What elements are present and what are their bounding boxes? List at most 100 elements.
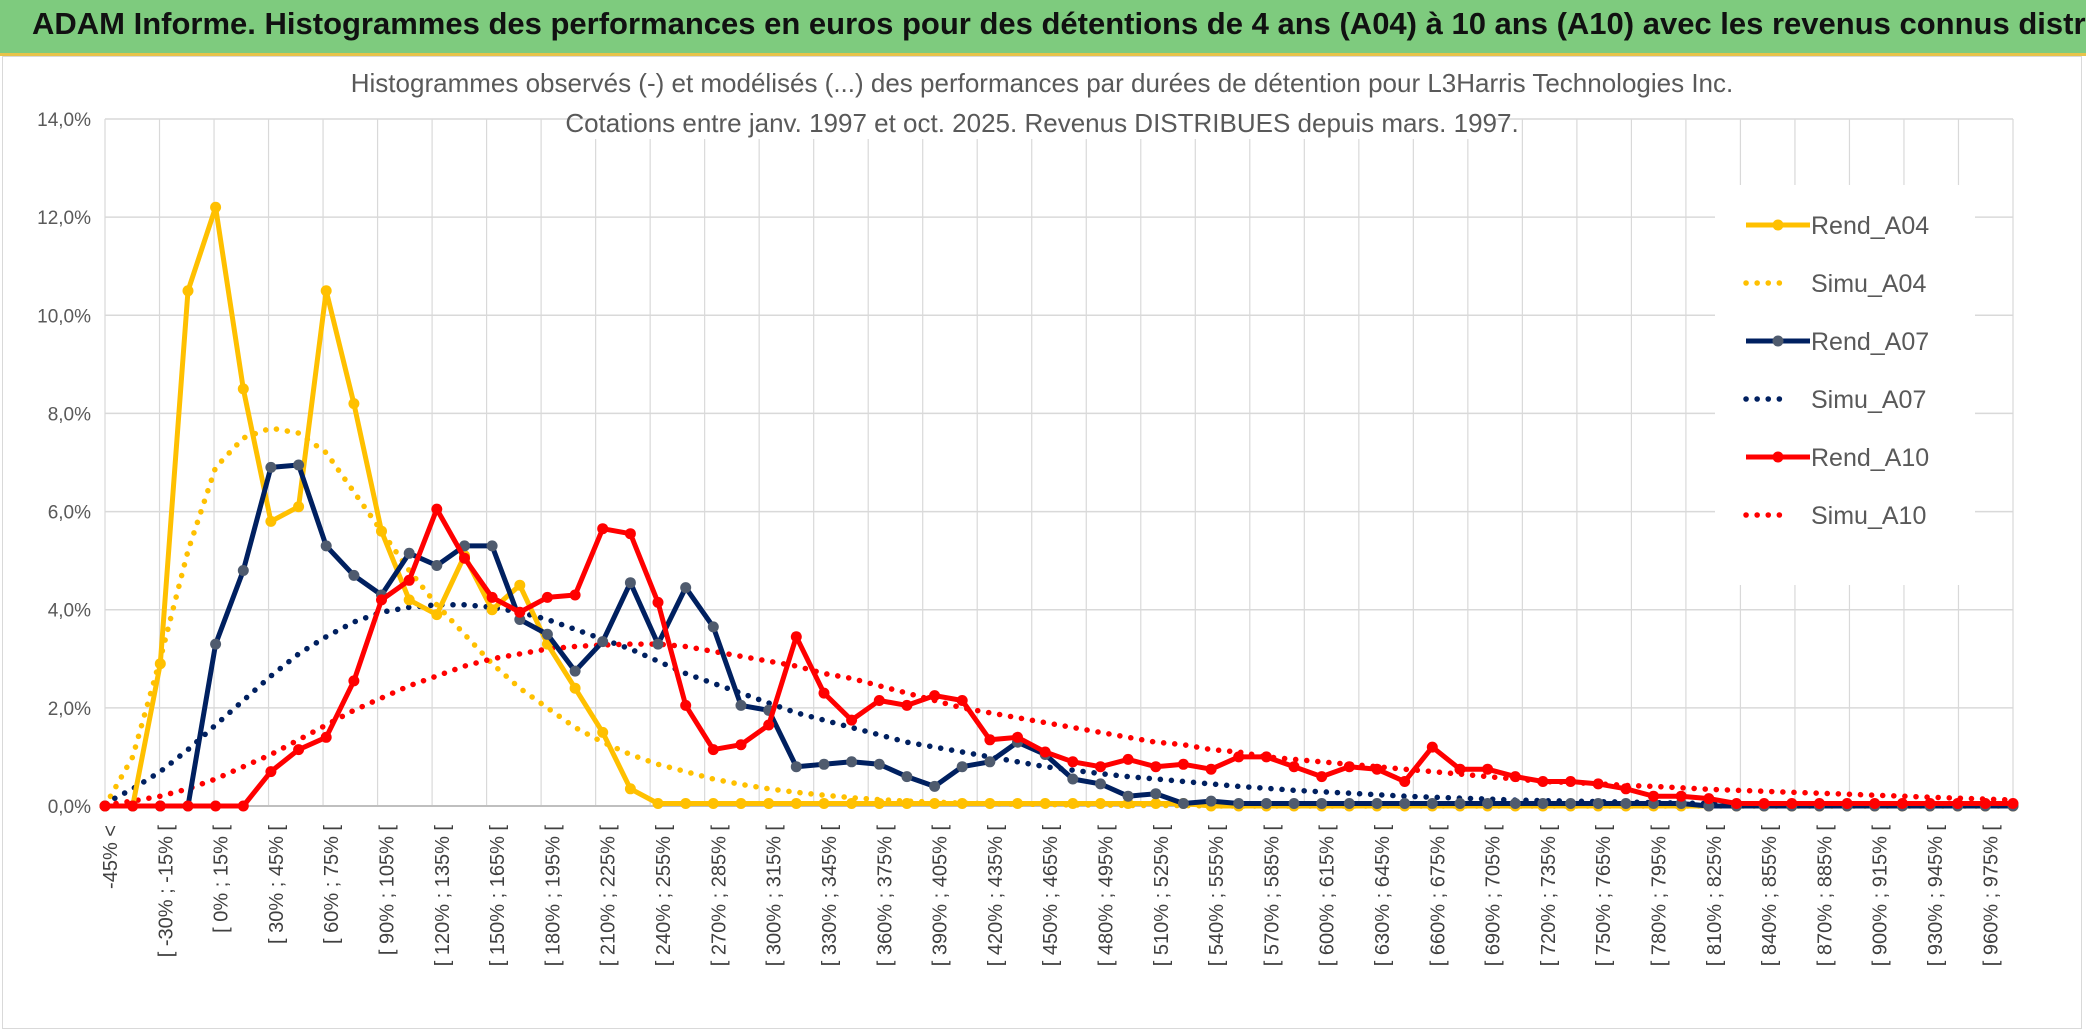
data-point-rend-a07 bbox=[1316, 798, 1328, 809]
data-point-rend-a10 bbox=[1565, 776, 1577, 787]
data-point-rend-a10 bbox=[376, 594, 387, 606]
x-tick-label: [ 870% ; 885% [ bbox=[1814, 825, 1836, 967]
y-tick-label: 8,0% bbox=[48, 404, 91, 425]
x-axis: -45% < [ -30% ; -15% [[ 0% ; 15% [[ 30% ;… bbox=[100, 825, 2002, 967]
data-point-rend-a07 bbox=[597, 636, 609, 648]
x-tick-label: [ 660% ; 675% [ bbox=[1427, 825, 1449, 967]
x-tick-label: [ 450% ; 465% [ bbox=[1040, 825, 1062, 967]
x-tick-label: [ 480% ; 495% [ bbox=[1095, 825, 1117, 967]
data-point-rend-a07 bbox=[1509, 798, 1521, 809]
data-point-rend-a07 bbox=[265, 461, 277, 473]
x-tick-label: [ 810% ; 825% [ bbox=[1704, 825, 1726, 967]
data-point-rend-a10 bbox=[1343, 761, 1355, 773]
y-tick-label: 0,0% bbox=[48, 797, 91, 818]
y-tick-label: 2,0% bbox=[48, 699, 91, 720]
data-point-rend-a10 bbox=[680, 699, 692, 711]
report-title: ADAM Informe. Histogrammes des performan… bbox=[32, 6, 2086, 41]
data-point-rend-a10 bbox=[1896, 798, 1908, 809]
x-tick-label: [ -30% ; -15% [ bbox=[155, 825, 177, 958]
data-point-rend-a04 bbox=[210, 201, 222, 213]
legend-label-simu-a10: Simu_A10 bbox=[1811, 502, 1926, 530]
data-point-rend-a10 bbox=[293, 744, 305, 756]
data-point-rend-a07 bbox=[984, 756, 996, 768]
data-point-rend-a07 bbox=[293, 459, 305, 471]
y-tick-label: 4,0% bbox=[48, 601, 91, 622]
data-point-rend-a07 bbox=[1399, 798, 1411, 809]
data-point-rend-a04 bbox=[514, 579, 526, 591]
x-tick-label: [ 840% ; 855% [ bbox=[1759, 825, 1781, 967]
data-point-rend-a10 bbox=[1012, 731, 1023, 743]
data-point-rend-a04 bbox=[652, 798, 664, 809]
x-tick-label: [ 240% ; 255% [ bbox=[653, 825, 675, 967]
data-point-rend-a07 bbox=[1177, 798, 1189, 809]
data-point-rend-a10 bbox=[1039, 746, 1051, 758]
legend-label-rend-a04: Rend_A04 bbox=[1811, 212, 1929, 240]
data-point-rend-a04 bbox=[1067, 798, 1079, 809]
data-point-rend-a07 bbox=[1454, 798, 1466, 809]
data-point-rend-a07 bbox=[486, 540, 498, 552]
data-point-rend-a10 bbox=[1648, 790, 1659, 802]
data-point-rend-a04 bbox=[790, 798, 802, 809]
data-point-rend-a07 bbox=[1592, 798, 1604, 809]
x-tick-label: [ 540% ; 555% [ bbox=[1206, 825, 1228, 967]
x-tick-label: [ 300% ; 315% [ bbox=[764, 825, 786, 967]
data-point-rend-a10 bbox=[1177, 758, 1189, 770]
y-tick-label: 6,0% bbox=[48, 503, 91, 524]
data-point-rend-a10 bbox=[1482, 763, 1494, 775]
x-tick-label: [ 750% ; 765% [ bbox=[1593, 825, 1615, 967]
data-point-rend-a07 bbox=[1482, 798, 1494, 809]
histogram-chart: 0,0% 2,0% 4,0% 6,0% 8,0% 10,0% 12,0% 14,0% -45%… bbox=[37, 61, 2019, 967]
x-tick-label: [ 630% ; 645% [ bbox=[1372, 825, 1394, 967]
series-line-simu-a04 bbox=[102, 425, 2016, 809]
x-tick-label: [ 360% ; 375% [ bbox=[874, 825, 896, 967]
data-point-rend-a04 bbox=[1095, 798, 1106, 809]
x-tick-label: [ 390% ; 405% [ bbox=[930, 825, 952, 967]
data-point-rend-a07 bbox=[624, 577, 636, 589]
data-point-rend-a10 bbox=[320, 731, 332, 743]
data-point-rend-a10 bbox=[846, 714, 858, 726]
data-point-rend-a10 bbox=[1122, 753, 1134, 765]
data-point-rend-a04 bbox=[431, 609, 443, 621]
data-point-rend-a07 bbox=[1067, 773, 1079, 785]
legend-label-simu-a07: Simu_A07 bbox=[1811, 386, 1926, 414]
data-point-rend-a10 bbox=[763, 719, 775, 731]
data-point-rend-a10 bbox=[403, 574, 415, 586]
legend-label-rend-a10: Rend_A10 bbox=[1811, 444, 1929, 472]
data-point-rend-a10 bbox=[1150, 761, 1162, 773]
data-point-rend-a07 bbox=[846, 756, 858, 768]
x-tick-label: [ 960% ; 975% [ bbox=[1980, 825, 2002, 967]
x-tick-label: [ 270% ; 285% [ bbox=[708, 825, 730, 967]
data-point-rend-a10 bbox=[1316, 771, 1328, 783]
data-point-rend-a07 bbox=[680, 582, 692, 594]
series-line-simu-a07 bbox=[102, 602, 2016, 809]
data-point-rend-a10 bbox=[1454, 763, 1466, 775]
chart-title-block: Histogrammes observés (-) et modélisés (… bbox=[351, 61, 1733, 139]
data-point-rend-a04 bbox=[956, 798, 968, 809]
data-point-rend-a04 bbox=[984, 798, 996, 809]
data-point-rend-a07 bbox=[1095, 778, 1106, 790]
x-tick-label: [ 510% ; 525% [ bbox=[1151, 825, 1173, 967]
data-point-rend-a07 bbox=[735, 699, 747, 711]
data-point-rend-a07 bbox=[818, 758, 830, 770]
data-point-rend-a07 bbox=[1426, 798, 1438, 809]
x-tick-label: [ 720% ; 735% [ bbox=[1538, 825, 1560, 967]
data-point-rend-a10 bbox=[1399, 776, 1411, 787]
data-point-rend-a07 bbox=[569, 665, 581, 677]
data-point-rend-a10 bbox=[1509, 771, 1521, 783]
legend-marker-rend-a10 bbox=[1772, 451, 1784, 463]
data-point-rend-a04 bbox=[901, 798, 913, 809]
data-point-rend-a07 bbox=[1122, 790, 1134, 802]
data-point-rend-a10 bbox=[99, 800, 111, 812]
x-tick-label: [ 570% ; 585% [ bbox=[1261, 825, 1283, 967]
data-point-rend-a10 bbox=[1703, 793, 1715, 805]
data-point-rend-a04 bbox=[873, 798, 885, 809]
data-point-rend-a04 bbox=[680, 798, 692, 809]
data-point-rend-a10 bbox=[984, 734, 996, 746]
data-point-rend-a04 bbox=[569, 682, 581, 694]
data-point-rend-a04 bbox=[735, 798, 747, 809]
data-point-rend-a10 bbox=[1924, 798, 1936, 809]
data-point-rend-a07 bbox=[1205, 795, 1217, 807]
data-point-rend-a10 bbox=[707, 744, 719, 756]
data-point-rend-a10 bbox=[1537, 776, 1549, 787]
data-point-rend-a10 bbox=[1758, 798, 1770, 809]
